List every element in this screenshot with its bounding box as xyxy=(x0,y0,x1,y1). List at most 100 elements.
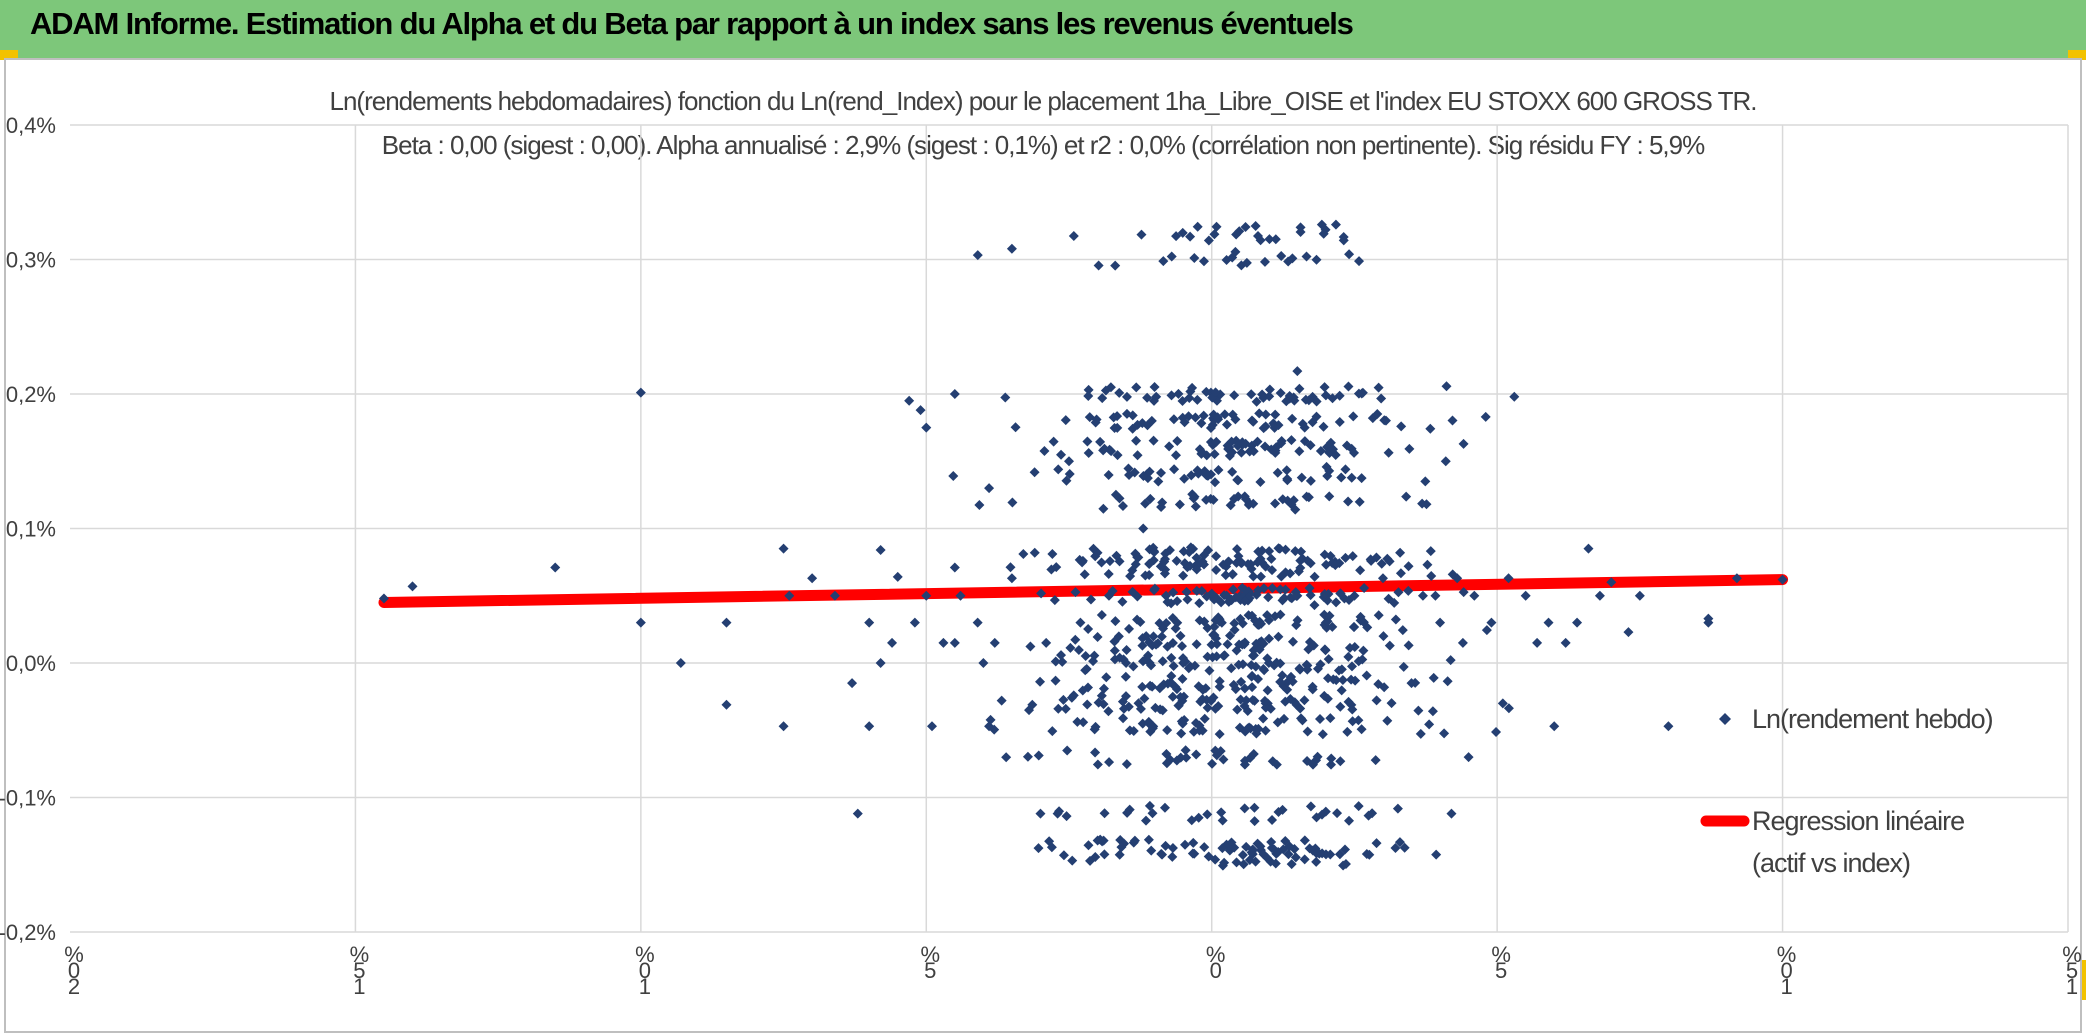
data-point xyxy=(1092,631,1103,642)
data-point xyxy=(1212,412,1223,423)
data-point xyxy=(1068,231,1079,242)
data-point xyxy=(1035,676,1046,687)
data-point xyxy=(1318,228,1329,239)
data-point xyxy=(1366,555,1377,566)
data-point xyxy=(1167,691,1178,702)
data-point xyxy=(1176,641,1187,652)
data-point xyxy=(1169,464,1180,475)
data-point xyxy=(1480,411,1491,422)
data-point xyxy=(1286,435,1297,446)
data-point xyxy=(1320,645,1331,656)
data-point xyxy=(1273,847,1284,858)
data-point xyxy=(1161,758,1172,769)
data-point xyxy=(1139,693,1150,704)
data-point xyxy=(1421,499,1432,510)
data-point xyxy=(1194,598,1205,609)
data-point xyxy=(1319,549,1330,560)
data-point xyxy=(1281,465,1292,476)
data-point xyxy=(1350,675,1361,686)
data-point xyxy=(1204,665,1215,676)
banner: ADAM Informe. Estimation du Alpha et du … xyxy=(0,0,2086,58)
data-point xyxy=(1214,729,1225,740)
data-point xyxy=(926,721,937,732)
data-point xyxy=(1425,546,1436,557)
data-point xyxy=(1170,681,1181,692)
data-point xyxy=(1340,552,1351,563)
data-point xyxy=(1083,624,1094,635)
data-point xyxy=(1259,695,1270,706)
x-tick-label: % 5 xyxy=(921,942,941,983)
data-point xyxy=(1335,701,1346,712)
data-point xyxy=(1113,631,1124,642)
x-tick-label: % 0 1 xyxy=(635,942,655,999)
data-point xyxy=(1275,584,1286,595)
data-point xyxy=(1189,253,1200,264)
data-point xyxy=(1056,449,1067,460)
data-point xyxy=(1202,651,1213,662)
data-point xyxy=(1104,556,1115,567)
data-point xyxy=(1192,221,1203,232)
data-point xyxy=(1236,447,1247,458)
data-point xyxy=(1282,475,1293,486)
data-point xyxy=(1285,694,1296,705)
data-point xyxy=(1189,660,1200,671)
data-point xyxy=(1225,630,1236,641)
data-point xyxy=(1319,588,1330,599)
data-point xyxy=(1272,467,1283,478)
data-point xyxy=(1240,494,1251,505)
data-point xyxy=(1457,637,1468,648)
data-point xyxy=(984,483,995,494)
data-point xyxy=(1311,812,1322,823)
data-point xyxy=(921,422,932,433)
data-point xyxy=(1404,443,1415,454)
data-point xyxy=(1097,393,1108,404)
data-point xyxy=(1266,444,1277,455)
data-point xyxy=(1159,556,1170,567)
data-point xyxy=(1124,623,1135,634)
data-point xyxy=(1157,705,1168,716)
data-point xyxy=(1299,422,1310,433)
data-point xyxy=(1420,476,1431,487)
data-point xyxy=(1151,639,1162,650)
data-point xyxy=(1413,705,1424,716)
data-point xyxy=(1047,726,1058,737)
data-point xyxy=(1403,585,1414,596)
data-point xyxy=(1353,656,1364,667)
data-point xyxy=(1062,745,1073,756)
data-point xyxy=(1376,558,1387,569)
data-point xyxy=(1401,491,1412,502)
data-point xyxy=(1428,672,1439,683)
data-point xyxy=(1095,436,1106,447)
data-point xyxy=(1202,809,1213,820)
data-point xyxy=(1353,801,1364,812)
data-point xyxy=(1127,410,1138,421)
data-point xyxy=(1335,756,1346,767)
data-point xyxy=(1340,844,1351,855)
banner-title: ADAM Informe. Estimation du Alpha et du … xyxy=(30,6,1354,41)
data-point xyxy=(1264,384,1275,395)
data-point xyxy=(1198,256,1209,267)
data-point xyxy=(1185,231,1196,242)
data-point xyxy=(1572,617,1583,628)
data-point xyxy=(1179,715,1190,726)
data-point xyxy=(1205,422,1216,433)
data-point xyxy=(1138,523,1149,534)
data-point xyxy=(1186,470,1197,481)
data-point xyxy=(892,571,903,582)
data-point xyxy=(1292,366,1303,377)
data-point xyxy=(1290,546,1301,557)
data-point xyxy=(949,389,960,399)
data-point xyxy=(1104,757,1115,768)
data-point xyxy=(1118,654,1129,665)
data-point xyxy=(1358,645,1369,656)
data-point xyxy=(1229,624,1240,635)
data-point xyxy=(1206,588,1217,599)
data-point xyxy=(1070,587,1081,598)
data-point xyxy=(1050,675,1061,686)
data-point xyxy=(1175,630,1186,641)
data-point xyxy=(1029,467,1040,478)
data-point xyxy=(1121,759,1132,770)
data-point xyxy=(1260,702,1271,713)
data-point xyxy=(1347,661,1358,672)
y-tick-label: 0,0% xyxy=(6,651,56,676)
